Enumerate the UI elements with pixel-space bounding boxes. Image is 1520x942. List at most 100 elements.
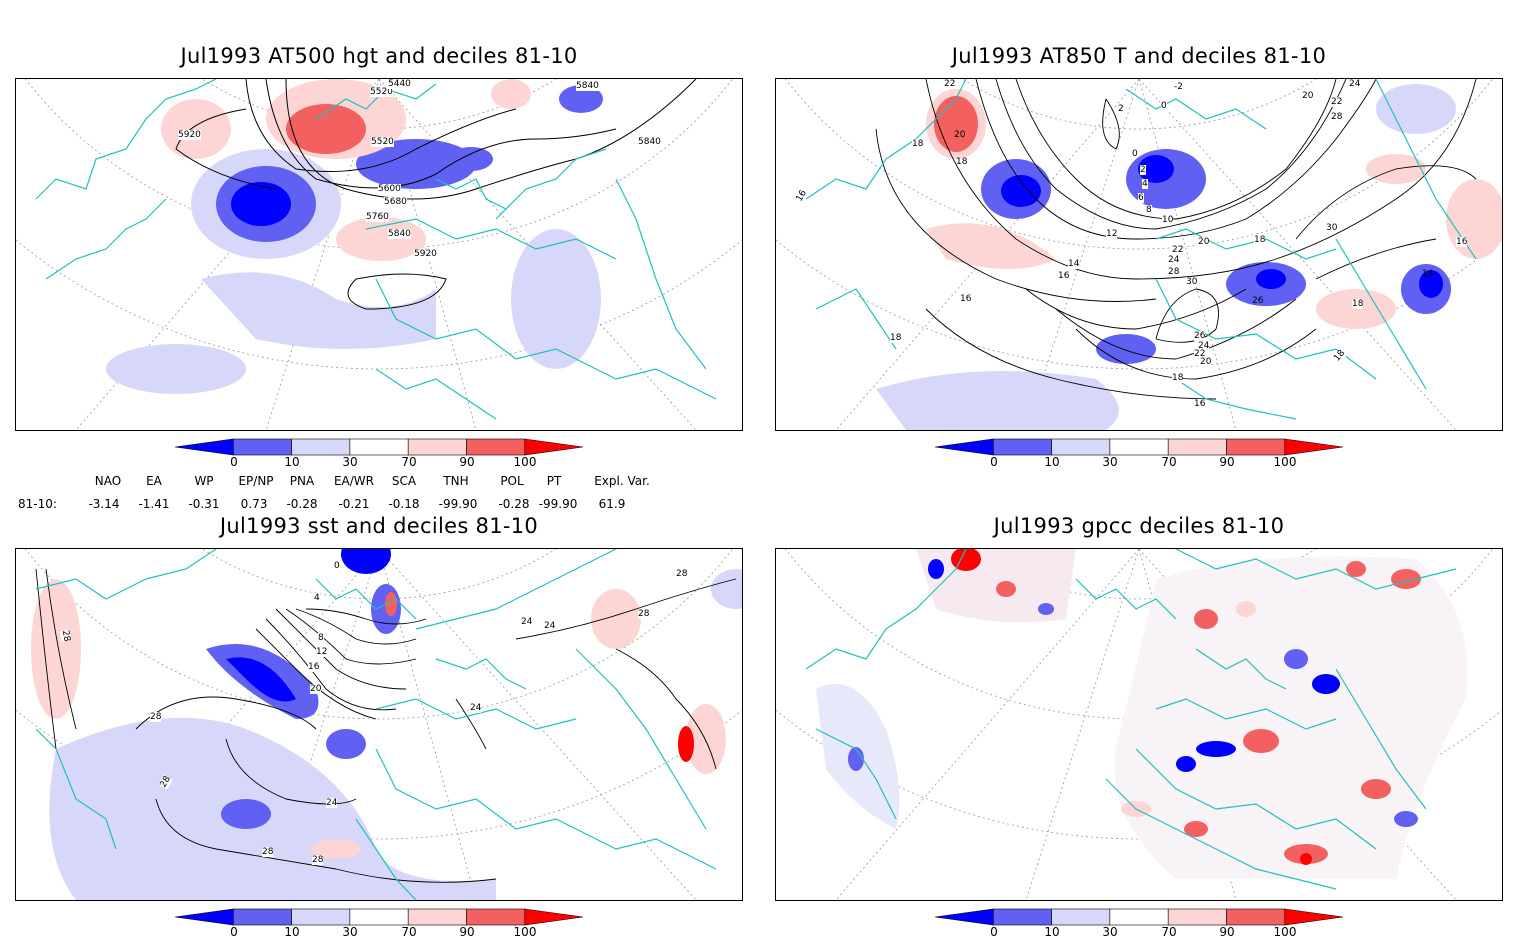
contour-labels-t850: 22 20 18 18 -2 2 0 24 20 22 28 0 2 4 6 8… — [776, 79, 1502, 430]
contour-label: 28 — [1331, 112, 1343, 122]
contour-label: 14 — [1422, 269, 1434, 279]
contour-label: 5760 — [366, 212, 389, 222]
contour-labels-sst: 28 28 28 28 24 24 24 28 0 4 8 12 16 20 2… — [16, 549, 742, 900]
colorbar-tick: 70 — [1161, 455, 1177, 469]
teleconnection-index-table: 81-10: NAO -3.14 EA -1.41 WP -0.31 EP/NP… — [18, 474, 718, 514]
contour-label: 5840 — [638, 137, 661, 147]
colorbar-swatch — [232, 908, 292, 926]
contour-label: 8 — [318, 633, 324, 643]
contour-label: 20 — [1200, 357, 1212, 367]
index-value: -99.90 — [538, 497, 578, 511]
panel-title-gpcc: Jul1993 gpcc deciles 81-10 — [993, 514, 1285, 538]
colorbar-swatch — [992, 438, 1052, 456]
contour-label: 28 — [262, 847, 274, 857]
contour-label: 10 — [1162, 215, 1174, 225]
index-header: PT — [546, 474, 562, 488]
colorbar-swatch — [232, 438, 292, 456]
colorbar-swatch — [1226, 908, 1286, 926]
index-header: Expl. Var. — [594, 474, 650, 488]
contour-label: 5840 — [388, 229, 411, 239]
contour-label: 16 — [794, 188, 809, 204]
contour-label: 28 — [312, 855, 324, 865]
contour-label: 18 — [956, 157, 968, 167]
contour-label: 24 — [544, 621, 556, 631]
colorbar-gpcc: 0 10 30 70 90 100 — [935, 908, 1355, 942]
colorbar-swatch — [1167, 908, 1227, 926]
map-sst: 28 28 28 28 24 24 24 28 0 4 8 12 16 20 2… — [15, 548, 743, 901]
colorbar-tick: 30 — [342, 455, 358, 469]
contour-label: 22 — [1172, 245, 1184, 255]
colorbar-tick: 0 — [230, 455, 238, 469]
colorbar-tick: 0 — [990, 925, 998, 939]
contour-label: 28 — [158, 774, 173, 790]
contour-label: 2 — [1118, 104, 1124, 114]
contour-label: 20 — [1198, 237, 1210, 247]
map-t850: 22 20 18 18 -2 2 0 24 20 22 28 0 2 4 6 8… — [775, 78, 1503, 431]
index-header: NAO — [94, 474, 122, 488]
contour-label: 5600 — [378, 184, 401, 194]
index-header: WP — [194, 474, 214, 488]
index-row-label: 81-10: — [18, 497, 57, 511]
colorbar-sst: 0 10 30 70 90 100 — [175, 908, 595, 942]
colorbar-tick: 100 — [513, 455, 537, 469]
contour-label: 28 — [676, 569, 688, 579]
contour-label: 5920 — [178, 130, 201, 140]
colorbar-swatch — [407, 438, 467, 456]
contour-label: 26 — [1252, 296, 1264, 306]
contour-label: 24 — [1349, 79, 1361, 89]
contour-label: 14 — [1068, 259, 1080, 269]
colorbar-swatch — [524, 438, 584, 456]
index-value: -1.41 — [138, 497, 170, 511]
colorbar-tick: 90 — [1219, 925, 1235, 939]
contour-label: 28 — [1168, 267, 1180, 277]
contour-label: 16 — [1456, 237, 1468, 247]
contour-label: 0 — [1161, 101, 1167, 111]
contour-label: -2 — [1174, 82, 1183, 92]
colorbar-swatch — [1167, 438, 1227, 456]
colorbar-tick: 30 — [1102, 455, 1118, 469]
contour-label: 18 — [890, 333, 902, 343]
colorbar-tick: 100 — [1273, 455, 1297, 469]
colorbar-swatch — [1109, 908, 1169, 926]
colorbar-t850: 0 10 30 70 90 100 — [935, 438, 1355, 472]
colorbar-swatch — [1051, 908, 1111, 926]
contour-label: 12 — [1106, 229, 1118, 239]
contour-label: 18 — [1254, 235, 1266, 245]
index-header: TNH — [443, 474, 469, 488]
index-header: EP/NP — [238, 474, 274, 488]
contour-label: 26 — [1194, 331, 1206, 341]
contour-label: 20 — [1302, 91, 1314, 101]
colorbar-swatch — [407, 908, 467, 926]
index-header: EA/WR — [333, 474, 375, 488]
contour-label: 16 — [308, 662, 320, 672]
contour-label: 4 — [314, 593, 320, 603]
index-value: -0.31 — [188, 497, 220, 511]
index-value: -0.28 — [498, 497, 530, 511]
index-header: PNA — [289, 474, 315, 488]
index-header: EA — [146, 474, 162, 488]
contour-label: 22 — [1331, 97, 1343, 107]
colorbar-swatch — [466, 908, 526, 926]
colorbar-swatch — [291, 438, 351, 456]
colorbar-swatch — [466, 438, 526, 456]
index-value: -0.18 — [388, 497, 420, 511]
colorbar-tick: 70 — [401, 925, 417, 939]
colorbar-tick: 0 — [230, 925, 238, 939]
contour-label: 8 — [1146, 205, 1152, 215]
map-hgt500: 5840 5920 5520 5440 5520 5840 5600 5680 … — [15, 78, 743, 431]
contour-label: 28 — [638, 609, 650, 619]
contour-label: 0 — [334, 561, 340, 571]
contour-label: 24 — [326, 798, 338, 808]
colorbar-tick: 10 — [284, 455, 300, 469]
contour-labels-hgt500: 5840 5920 5520 5440 5520 5840 5600 5680 … — [16, 79, 742, 430]
index-value: 61.9 — [598, 497, 626, 511]
colorbar-swatch — [524, 908, 584, 926]
colorbar-tick: 70 — [1161, 925, 1177, 939]
index-value: -99.90 — [438, 497, 478, 511]
contour-label: 5520 — [370, 87, 393, 97]
contour-label: 24 — [470, 703, 482, 713]
contour-label: 22 — [1194, 349, 1206, 359]
contour-label: 18 — [1352, 299, 1364, 309]
colorbar-swatch — [935, 438, 994, 456]
contour-label: 24 — [521, 617, 533, 627]
